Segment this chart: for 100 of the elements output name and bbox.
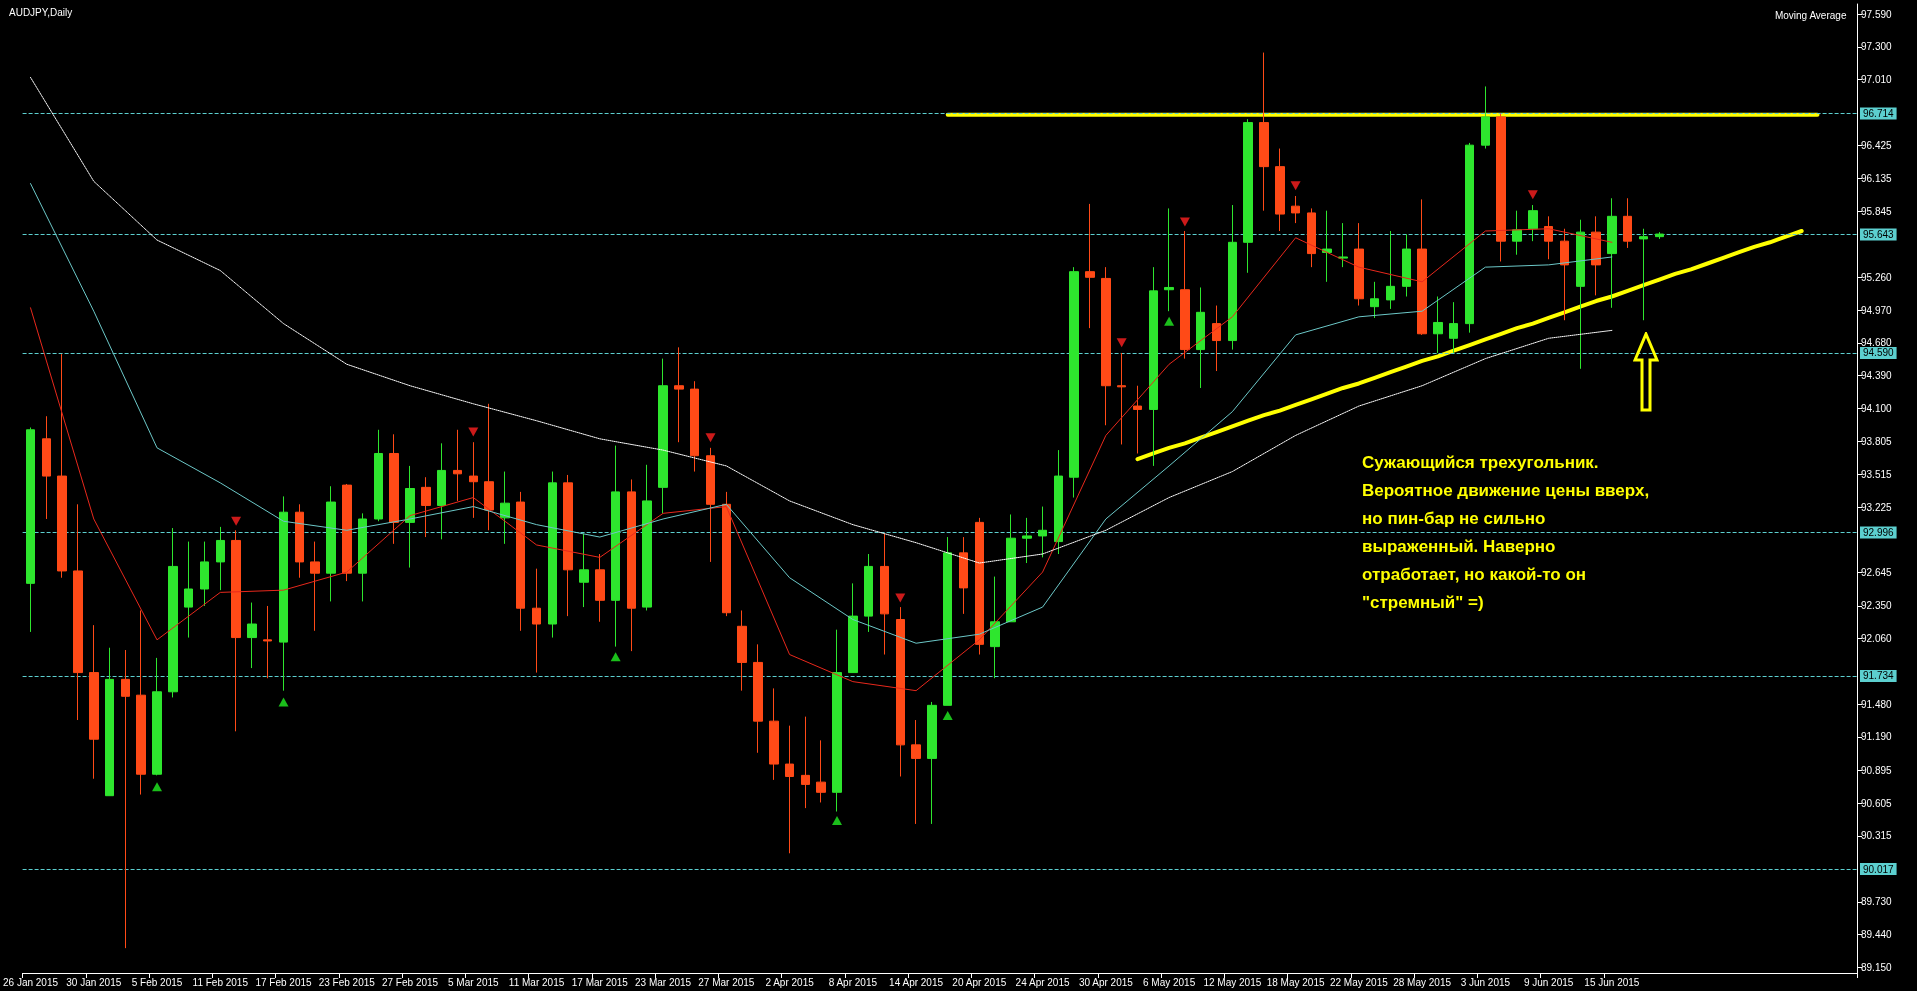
candlestick: [911, 719, 921, 825]
x-tick-label: 28 May 2015: [1393, 976, 1452, 988]
candlestick: [816, 739, 826, 803]
candlestick: [943, 536, 952, 706]
candlestick: [927, 701, 937, 825]
candlestick: [990, 576, 1000, 679]
point: [152, 782, 163, 792]
candlestick: [753, 643, 763, 754]
y-tick-label: 95.845: [1861, 205, 1893, 217]
y-tick-label: 90.315: [1861, 830, 1893, 842]
candlestick: [1481, 85, 1490, 150]
candlestick: [516, 491, 525, 632]
candlestick: [73, 503, 83, 721]
candlestick: [500, 471, 510, 545]
point: [468, 427, 479, 437]
candlestick: [152, 657, 162, 776]
candlestick: [405, 465, 415, 569]
candlestick: [1307, 207, 1316, 268]
candlestick: [1022, 517, 1032, 564]
candlestick: [1133, 385, 1142, 454]
y-tick-label: 97.300: [1861, 41, 1893, 53]
y-tick-label: 92.060: [1861, 633, 1893, 645]
candlestick: [690, 380, 699, 473]
candlestick: [959, 536, 968, 615]
x-tick-label: 11 Feb 2015: [192, 976, 249, 988]
x-tick-label: 6 May 2015: [1142, 976, 1196, 988]
y-tick-label: 97.010: [1861, 74, 1893, 86]
candlestick: [1101, 266, 1111, 426]
ref-line-label: 91.734: [1863, 670, 1895, 682]
candlestick: [1639, 228, 1648, 321]
candlestick: [832, 629, 842, 812]
candlestick: [548, 471, 557, 639]
y-tick-label: 93.515: [1861, 468, 1893, 480]
candlestick: [1117, 352, 1126, 445]
candlestick: [105, 647, 114, 797]
candlestick: [722, 491, 731, 617]
candlestick: [1433, 296, 1443, 354]
x-tick-label: 23 Feb 2015: [318, 976, 376, 988]
point: [705, 433, 716, 443]
candlestick: [1528, 204, 1538, 242]
x-tick-label: 20 Apr 2015: [952, 976, 1007, 988]
candlestick: [801, 716, 810, 809]
point: [1164, 316, 1175, 326]
candlestick: [279, 495, 288, 692]
x-tick-label: 30 Jan 2015: [66, 976, 122, 988]
candlestick: [26, 427, 35, 633]
point: [1179, 217, 1190, 227]
candlestick: [1054, 449, 1063, 555]
candlestick: [1243, 118, 1253, 274]
point: [832, 816, 843, 826]
y-tick-label: 90.605: [1861, 797, 1893, 809]
candlestick: [168, 527, 178, 698]
y-tick-label: 93.805: [1861, 436, 1893, 448]
candlestick: [880, 533, 889, 656]
y-tick-label: 96.135: [1861, 172, 1893, 184]
candlestick: [1465, 142, 1474, 334]
x-tick-label: 5 Feb 2015: [131, 976, 183, 988]
candlestick: [263, 605, 272, 679]
candlestick: [769, 687, 779, 781]
x-tick-label: 27 Feb 2015: [381, 976, 439, 988]
x-tick-label: 9 Jun 2015: [1523, 976, 1574, 988]
candlestick: [896, 606, 905, 777]
candlestick: [563, 474, 573, 617]
candlestick: [1386, 230, 1395, 310]
y-tick-label: 91.190: [1861, 731, 1893, 743]
x-tick-label: 22 May 2015: [1329, 976, 1389, 988]
x-tick-label: 23 Mar 2015: [634, 976, 692, 988]
candlestick: [785, 725, 794, 854]
x-tick-label: 18 May 2015: [1266, 976, 1325, 988]
y-tick-label: 91.480: [1861, 698, 1893, 710]
candlestick: [310, 541, 320, 632]
candlestick: [1038, 506, 1047, 558]
x-tick-label: 15 Jun 2015: [1584, 976, 1640, 988]
point: [1527, 190, 1538, 200]
x-tick-label: 30 Apr 2015: [1078, 976, 1134, 988]
candlestick: [1149, 266, 1158, 467]
candlestick: [453, 429, 462, 502]
candlestick: [1259, 52, 1269, 212]
y-tick-label: 92.645: [1861, 567, 1893, 579]
ref-line-label: 90.017: [1863, 863, 1895, 875]
candlestick: [1623, 197, 1632, 249]
candlestick: [1576, 219, 1585, 370]
x-tick-label: 2 Apr 2015: [765, 976, 815, 988]
candlestick: [89, 624, 99, 780]
point: [231, 516, 242, 526]
point: [1290, 181, 1301, 191]
candlestick: [1560, 228, 1569, 321]
x-tick-label: 12 May 2015: [1203, 976, 1262, 988]
candlestick: [231, 529, 241, 732]
candlestick: [848, 582, 858, 674]
ref-line-label: 96.714: [1863, 108, 1895, 120]
candlestick: [627, 478, 636, 652]
candlestick: [658, 358, 668, 514]
candlestick: [579, 533, 589, 608]
y-tick-label: 90.895: [1861, 764, 1893, 776]
candlestick: [342, 483, 352, 582]
annotation: Сужающийся трехугольник. Вероятное движение цены вверх, но пин-бар не сильно выраженный. Наверно отработает, но какой-то он "стремный" =): [1362, 452, 1654, 612]
candlestick: [642, 464, 652, 611]
candlestick: [1370, 281, 1379, 319]
candlestick: [1006, 513, 1016, 623]
